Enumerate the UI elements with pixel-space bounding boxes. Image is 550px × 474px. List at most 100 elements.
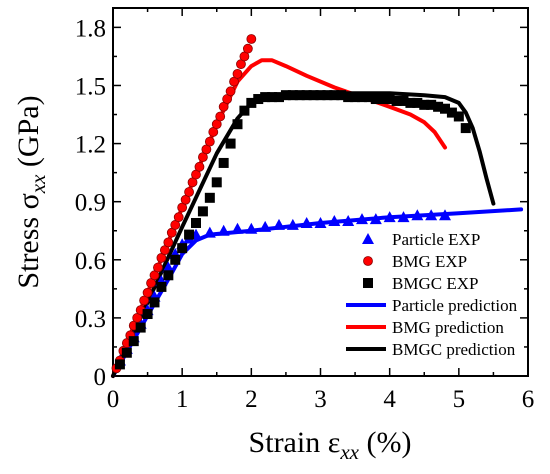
data-point-2 <box>232 119 243 130</box>
y-tick-label: 0.9 <box>75 190 106 217</box>
data-point-1 <box>173 212 184 223</box>
data-point-2 <box>460 123 471 134</box>
data-point-1 <box>204 136 215 147</box>
data-point-2 <box>280 90 291 101</box>
data-point-2 <box>412 97 423 108</box>
y-tick-labels: 0 0.3 0.6 0.9 1.2 1.5 1.8 <box>75 15 106 391</box>
data-point-0 <box>162 261 175 273</box>
data-point-1 <box>163 237 174 248</box>
y-tick-label: 1.2 <box>75 132 106 159</box>
x-axis-title-unit: (%) <box>359 426 411 459</box>
data-point-1 <box>142 287 153 298</box>
data-point-2 <box>315 90 326 101</box>
data-point-2 <box>446 107 457 118</box>
experiment-markers <box>111 34 471 374</box>
data-point-2 <box>398 95 409 106</box>
data-point-2 <box>419 99 430 110</box>
legend-label: BMGC EXP <box>392 274 478 293</box>
data-point-2 <box>170 254 181 265</box>
data-point-0 <box>356 213 368 225</box>
data-point-1 <box>232 68 243 79</box>
y-axis-title-sub: xx <box>26 174 50 194</box>
data-point-2 <box>440 103 450 114</box>
data-point-1 <box>215 111 226 122</box>
data-point-2 <box>433 101 444 112</box>
data-point-2 <box>377 94 388 105</box>
data-point-2 <box>294 90 305 101</box>
data-point-2 <box>204 192 215 203</box>
data-point-2 <box>246 97 257 108</box>
data-point-0 <box>314 216 327 228</box>
data-point-2 <box>357 92 367 103</box>
y-axis-title-unit: (GPa) <box>12 95 45 174</box>
data-point-2 <box>329 90 340 101</box>
data-point-2 <box>308 90 319 101</box>
data-point-0 <box>439 209 451 221</box>
data-point-0 <box>383 211 396 223</box>
data-point-2 <box>218 157 229 168</box>
data-point-2 <box>301 90 312 101</box>
data-point-0 <box>286 218 299 230</box>
data-point-2 <box>391 95 402 106</box>
data-point-2 <box>370 94 381 105</box>
data-point-0 <box>328 215 341 227</box>
data-point-2 <box>142 309 153 320</box>
data-point-2 <box>287 90 298 101</box>
legend-label: BMGC prediction <box>392 340 516 359</box>
data-point-2 <box>239 105 250 116</box>
data-point-0 <box>231 222 244 234</box>
legend-label: Particle prediction <box>392 296 518 315</box>
legend-symbol <box>363 256 373 266</box>
y-axis-title: Stress σxx (GPa) <box>12 95 50 288</box>
legend-symbol <box>362 233 374 244</box>
x-tick-label: 6 <box>522 386 535 413</box>
legend: Particle EXP BMG EXP BMGC EXP Particle pred… <box>346 230 518 359</box>
data-point-2 <box>177 243 188 254</box>
data-point-2 <box>253 94 264 105</box>
data-point-2 <box>114 359 125 370</box>
data-point-1 <box>153 262 163 273</box>
data-point-2 <box>267 92 278 103</box>
data-point-2 <box>405 97 416 108</box>
data-point-2 <box>350 92 361 103</box>
data-point-1 <box>246 34 257 44</box>
data-point-1 <box>184 187 194 197</box>
data-point-2 <box>135 322 146 333</box>
data-point-2 <box>384 94 395 105</box>
data-point-2 <box>343 92 354 103</box>
data-point-1 <box>194 161 205 172</box>
data-point-2 <box>197 206 208 217</box>
data-point-2 <box>260 92 271 103</box>
data-point-0 <box>217 224 230 236</box>
data-point-0 <box>397 211 410 223</box>
y-tick-label: 0 <box>94 364 107 391</box>
y-tick-label: 1.8 <box>75 15 106 42</box>
legend-label: BMG prediction <box>392 318 504 337</box>
axis-ticks <box>112 8 529 377</box>
data-point-2 <box>149 297 160 308</box>
x-axis-title-main: Strain ε <box>249 426 341 459</box>
data-point-0 <box>369 213 382 225</box>
data-point-0 <box>273 218 285 230</box>
x-tick-label: 4 <box>383 386 396 413</box>
data-point-1 <box>242 43 253 54</box>
x-tick-label: 5 <box>453 386 466 413</box>
data-point-2 <box>128 336 139 347</box>
legend-symbol <box>363 278 373 288</box>
data-point-2 <box>184 229 195 240</box>
data-point-2 <box>225 138 236 149</box>
x-tick-label: 1 <box>176 386 189 413</box>
x-tick-label: 0 <box>107 386 120 413</box>
data-point-0 <box>259 220 272 232</box>
data-point-2 <box>211 177 222 188</box>
data-point-2 <box>156 281 167 292</box>
data-point-0 <box>245 222 258 234</box>
data-point-0 <box>203 226 216 238</box>
x-axis-title-sub: xx <box>339 440 359 464</box>
data-point-0 <box>425 209 438 221</box>
x-tick-labels: 0 1 2 3 4 5 6 <box>107 386 535 413</box>
data-point-1 <box>225 86 236 97</box>
y-tick-label: 0.6 <box>75 248 106 275</box>
